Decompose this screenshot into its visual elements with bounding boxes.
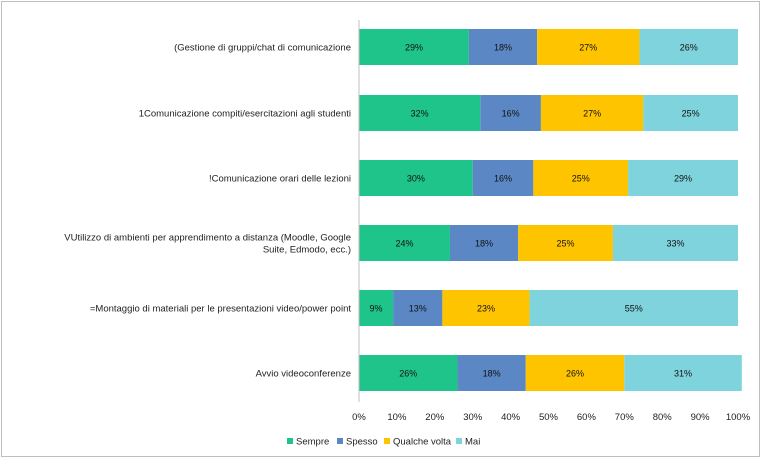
bar-sempre-5 bbox=[359, 355, 458, 391]
category-label: 1Comunicazione compiti/esercitazioni agl… bbox=[139, 109, 351, 120]
x-tick-label: 40% bbox=[501, 412, 521, 423]
x-tick-label: 90% bbox=[691, 412, 711, 423]
bar-qualche-volta-3 bbox=[518, 225, 613, 261]
bar-mai-5 bbox=[624, 355, 742, 391]
legend-swatch bbox=[337, 438, 343, 444]
x-tick-label: 60% bbox=[577, 412, 597, 423]
bar-sempre-4 bbox=[359, 290, 394, 326]
x-tick-label: 50% bbox=[539, 412, 559, 423]
bar-sempre-0 bbox=[359, 29, 469, 65]
x-tick-label: 80% bbox=[653, 412, 673, 423]
category-label: !Comunicazione orari delle lezioni bbox=[209, 174, 351, 185]
bar-qualche-volta-1 bbox=[540, 95, 644, 131]
bar-mai-1 bbox=[643, 95, 738, 131]
data-label: 16% bbox=[502, 109, 520, 119]
bar-sempre-2 bbox=[359, 160, 473, 196]
data-label: 26% bbox=[399, 369, 417, 379]
data-label: 25% bbox=[557, 239, 575, 249]
category-label: =Montaggio di materiali per le presentaz… bbox=[90, 304, 351, 315]
bar-qualche-volta-4 bbox=[442, 290, 530, 326]
data-label: 55% bbox=[625, 304, 643, 314]
data-label: 18% bbox=[494, 43, 512, 53]
bar-sempre-3 bbox=[359, 225, 450, 261]
x-tick-label: 30% bbox=[463, 412, 483, 423]
bar-spesso-0 bbox=[468, 29, 538, 65]
data-label: 23% bbox=[477, 304, 495, 314]
bar-sempre-1 bbox=[359, 95, 481, 131]
legend: Sempre Spesso Qualche volta Mai bbox=[287, 437, 480, 448]
legend-swatch bbox=[287, 438, 293, 444]
x-axis: 0% 10% 20% 30% 40% 50% 60% 70% 80% 90% 100% bbox=[352, 20, 751, 423]
x-tick-label: 100% bbox=[726, 412, 751, 423]
legend-swatch bbox=[384, 438, 390, 444]
x-tick-label: 0% bbox=[352, 412, 366, 423]
data-label: 25% bbox=[682, 109, 700, 119]
data-label: 32% bbox=[411, 109, 429, 119]
category-labels: (Gestione di gruppi/chat di comunicazion… bbox=[64, 43, 351, 380]
legend-swatch bbox=[456, 438, 462, 444]
data-label: 29% bbox=[674, 174, 692, 184]
legend-label: Qualche volta bbox=[393, 437, 452, 448]
data-label: 16% bbox=[494, 174, 512, 184]
data-label: 29% bbox=[405, 43, 423, 53]
bar-mai-4 bbox=[529, 290, 738, 326]
bar-spesso-1 bbox=[480, 95, 541, 131]
bars-group: 29% 18% 27% 26% 32% 16% 27% 25% 30% 16% 25% 29% 24% 1… bbox=[359, 29, 742, 391]
data-label: 26% bbox=[566, 369, 584, 379]
bar-mai-0 bbox=[639, 29, 738, 65]
data-label: 25% bbox=[572, 174, 590, 184]
category-label: VUtilizzo di ambienti per apprendimento … bbox=[64, 233, 351, 256]
data-label: 13% bbox=[409, 304, 427, 314]
bar-qualche-volta-0 bbox=[537, 29, 640, 65]
bar-spesso-3 bbox=[449, 225, 519, 261]
category-label: (Gestione di gruppi/chat di comunicazion… bbox=[174, 43, 351, 54]
bar-spesso-4 bbox=[393, 290, 443, 326]
bar-spesso-5 bbox=[457, 355, 526, 391]
data-label: 18% bbox=[483, 369, 501, 379]
data-label: 27% bbox=[583, 109, 601, 119]
bar-mai-3 bbox=[612, 225, 738, 261]
data-label: 33% bbox=[666, 239, 684, 249]
bar-mai-2 bbox=[628, 160, 738, 196]
bar-qualche-volta-5 bbox=[525, 355, 625, 391]
x-tick-label: 70% bbox=[615, 412, 635, 423]
x-tick-label: 10% bbox=[387, 412, 407, 423]
bar-qualche-volta-2 bbox=[533, 160, 629, 196]
data-label: 31% bbox=[674, 369, 692, 379]
legend-label: Spesso bbox=[346, 437, 378, 448]
data-label: 26% bbox=[680, 43, 698, 53]
category-label: Avvio videoconferenze bbox=[256, 369, 351, 380]
legend-label: Sempre bbox=[296, 437, 329, 448]
data-label: 30% bbox=[407, 174, 425, 184]
data-label: 27% bbox=[579, 43, 597, 53]
data-label: 18% bbox=[475, 239, 493, 249]
data-label: 24% bbox=[395, 239, 413, 249]
bar-spesso-2 bbox=[472, 160, 534, 196]
legend-label: Mai bbox=[465, 437, 480, 448]
x-tick-label: 20% bbox=[425, 412, 445, 423]
data-label: 9% bbox=[370, 304, 383, 314]
